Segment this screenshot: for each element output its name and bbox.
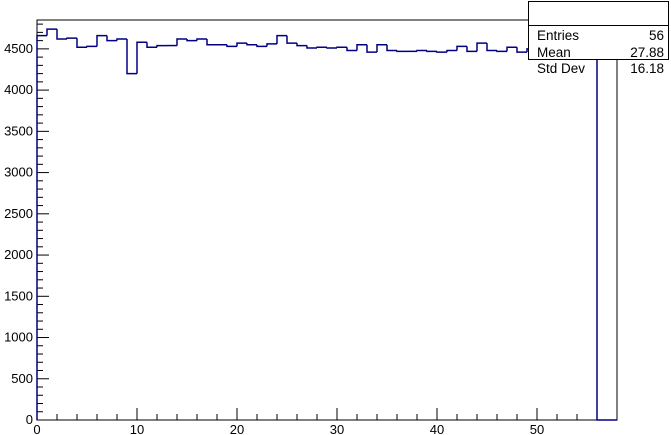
y-tick-label: 2500 [4, 206, 33, 221]
histogram-bin [196, 38, 207, 41]
histogram-bin [136, 41, 147, 74]
histogram-bin [306, 45, 317, 49]
stats-entries-label: Entries [537, 28, 580, 43]
histogram-bin [186, 38, 197, 42]
histogram-bin [266, 43, 277, 47]
stats-row-stddev: Std Dev 16.18 [529, 61, 668, 76]
histogram-bin [506, 46, 517, 52]
histogram-bin [486, 43, 497, 52]
stats-box: Entries 56 Mean 27.88 Std Dev 16.18 [528, 1, 669, 75]
stats-title [529, 2, 668, 26]
histogram-bin [396, 50, 407, 53]
histogram-bin [276, 34, 287, 44]
histogram-bin [56, 29, 67, 40]
histogram-bin [66, 37, 77, 39]
histogram-bin [376, 43, 387, 53]
y-tick-label: 1500 [4, 288, 33, 303]
histogram-bin [286, 35, 297, 44]
x-tick-label: 0 [33, 422, 40, 435]
histogram-bin [476, 42, 487, 52]
y-tick-label: 4500 [4, 41, 33, 56]
histogram-bin [156, 44, 167, 48]
x-tick-label: 20 [230, 422, 244, 435]
x-tick-label: 50 [530, 422, 544, 435]
stats-mean-value: 27.88 [630, 44, 664, 60]
histogram-bin [96, 34, 107, 47]
histogram-bin [106, 35, 117, 42]
histogram-bin [356, 43, 367, 51]
histogram-bin [296, 43, 307, 47]
histogram-bin [36, 34, 47, 420]
x-tick-label: 40 [430, 422, 444, 435]
histogram-bin [176, 38, 187, 46]
y-tick-label: 2000 [4, 247, 33, 262]
plot-frame [36, 19, 618, 421]
histogram-bin [116, 38, 127, 41]
stats-row-mean: Mean 27.88 [529, 44, 668, 60]
histogram-bin [316, 46, 327, 49]
histogram-bin [46, 28, 57, 36]
stats-mean-label: Mean [537, 44, 571, 60]
histogram-bin [256, 44, 267, 48]
histogram-bin [386, 44, 397, 52]
histogram-bin [126, 38, 137, 75]
stats-entries-value: 56 [648, 28, 664, 43]
y-tick-label: 4000 [4, 82, 33, 97]
histogram-bin [466, 46, 477, 53]
stats-row-entries: Entries 56 [529, 28, 668, 43]
stats-stddev-value: 16.18 [630, 61, 664, 76]
histogram-bin [326, 47, 337, 49]
histogram-bin [76, 38, 87, 48]
histogram-bin [86, 45, 97, 48]
histogram-bin [346, 47, 357, 52]
y-tick-label: 500 [11, 371, 33, 386]
histogram-bin [416, 49, 427, 52]
histogram-bin [336, 46, 347, 49]
y-tick-label: 0 [26, 412, 33, 427]
histogram-bin [596, 50, 607, 421]
histogram-bin [146, 42, 157, 48]
histogram-bin [446, 49, 457, 53]
stats-stddev-label: Std Dev [537, 61, 586, 76]
histogram-bin [226, 44, 237, 48]
histogram-bin [206, 38, 217, 46]
histogram-bin [236, 42, 247, 47]
histogram-bin [426, 50, 437, 53]
histogram-bin [496, 50, 507, 53]
axes: 0 500 1000 1500 2000 2500 3000 3500 4000 4500 0 10 2… [4, 23, 598, 435]
x-tick-label: 10 [130, 422, 144, 435]
x-tick-label: 30 [330, 422, 344, 435]
y-tick-label: 1000 [4, 330, 33, 345]
histogram-bin [456, 45, 467, 51]
histogram-bin [436, 51, 447, 53]
plot-border [36, 19, 618, 421]
y-tick-label: 3000 [4, 165, 33, 180]
histogram-bin [516, 47, 527, 53]
histogram-series [36, 28, 617, 421]
histogram-bin [366, 44, 377, 53]
y-tick-label: 3500 [4, 123, 33, 138]
histogram-bin [246, 43, 257, 46]
